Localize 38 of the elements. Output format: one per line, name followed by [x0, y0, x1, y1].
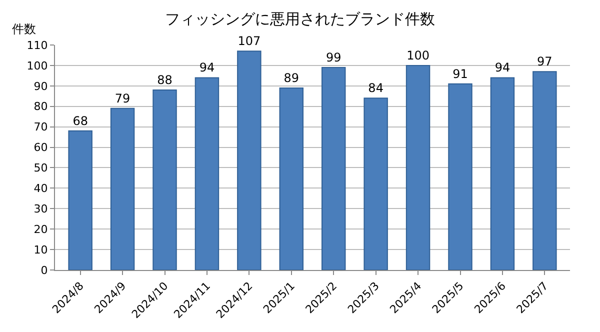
bar [532, 71, 557, 270]
bar [448, 83, 472, 270]
y-tick-label: 40 [34, 182, 48, 196]
y-tick-label: 0 [40, 264, 48, 277]
y-tick-label: 110 [26, 38, 48, 52]
data-label: 84 [368, 81, 384, 96]
bar [490, 77, 515, 270]
data-label: 100 [406, 48, 430, 62]
data-label: 107 [238, 34, 261, 48]
bar [406, 64, 430, 270]
bar [194, 77, 220, 270]
y-tick-label: 60 [34, 141, 48, 154]
y-tick-label: 20 [34, 222, 48, 236]
y-tick-label: 90 [34, 80, 48, 93]
data-label: 94 [494, 60, 510, 75]
data-label: 99 [326, 50, 342, 64]
bar [237, 50, 262, 270]
bar [68, 130, 92, 270]
chart-title: フィッシングに悪用されたブランド件数 [165, 10, 435, 28]
y-axis-title: 件数 [12, 22, 36, 36]
bar [152, 90, 177, 270]
bar [364, 98, 388, 270]
y-tick-label: 70 [34, 120, 48, 134]
data-label: 79 [114, 91, 130, 106]
bar [110, 108, 135, 270]
y-tick-label: 10 [34, 243, 48, 256]
y-tick-label: 80 [34, 100, 48, 114]
data-label: 68 [72, 114, 88, 128]
data-label: 88 [157, 73, 172, 87]
data-label: 91 [452, 66, 468, 81]
bar [279, 87, 304, 270]
data-label: 89 [284, 70, 300, 85]
data-label: 94 [199, 60, 215, 75]
data-label: 97 [537, 54, 552, 69]
y-tick-label: 100 [26, 59, 48, 72]
y-tick-label: 50 [34, 162, 48, 175]
bar [322, 67, 346, 270]
y-tick-label: 30 [34, 202, 48, 216]
